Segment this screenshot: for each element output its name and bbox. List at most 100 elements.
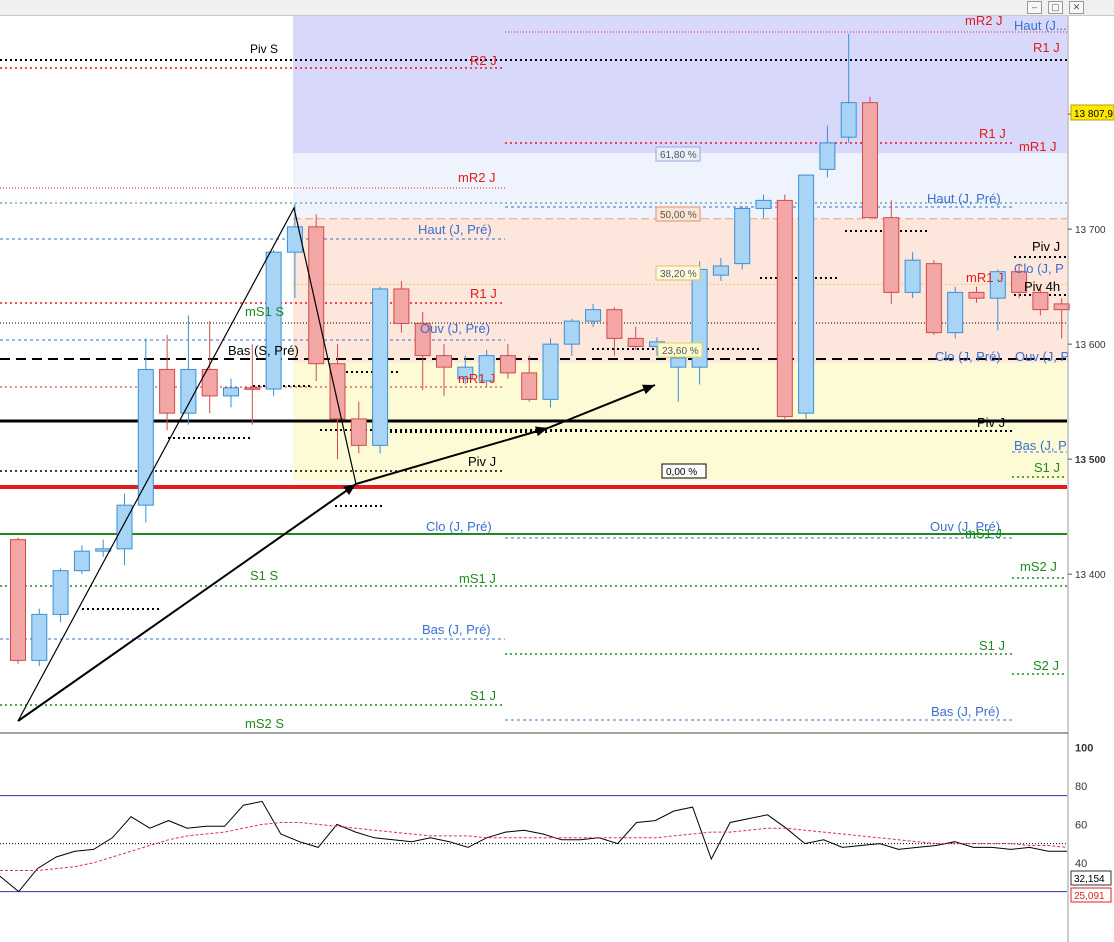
candle-up: [31, 613, 48, 661]
candle-down: [329, 363, 346, 420]
minimize-button[interactable]: –: [1027, 1, 1042, 14]
candle-up: [52, 570, 69, 615]
oscillator-value-box: [1070, 870, 1112, 886]
candle-up: [180, 368, 197, 414]
window-controls: – ▢ ✕: [1027, 0, 1084, 15]
candle-up: [712, 265, 729, 276]
fib-label-box: [655, 146, 701, 162]
pivot-label-right: Haut (J, Pré): [927, 191, 1001, 206]
candle-up: [904, 259, 921, 293]
pivot-label-right: mS2 J: [1020, 559, 1057, 574]
candle-down: [350, 418, 367, 446]
oscillator-tick-label: 40: [1075, 858, 1087, 870]
candle-up: [755, 199, 772, 209]
candle-down: [499, 355, 516, 374]
window-titlebar: – ▢ ✕: [0, 0, 1114, 16]
pivot-label-left: S1 S: [250, 568, 279, 583]
candle-up: [947, 291, 964, 334]
pivot-label-right: mR1 J: [1019, 139, 1057, 154]
candle-down: [1032, 291, 1049, 311]
fib-label-box: [657, 342, 703, 358]
pivot-label-right: mR1 J: [966, 270, 1004, 285]
pivot-label-left: Bas (S, Pré): [228, 343, 299, 358]
candle-up: [137, 368, 154, 506]
pivot-label-right: Piv J: [1032, 239, 1060, 254]
price-tick-label: 13 700: [1075, 225, 1106, 236]
pivot-label-right: Ouv (J, P: [1015, 349, 1069, 364]
pivot-label-right: Clo (J, Pré): [935, 349, 1001, 364]
candle-down: [244, 387, 261, 390]
pivot-label-right: Bas (J, P: [1014, 438, 1067, 453]
candle-up: [73, 550, 90, 572]
pivot-label-right: Piv J: [977, 415, 1005, 430]
candle-up: [95, 548, 112, 552]
candle-up: [223, 387, 239, 397]
candle-down: [201, 368, 218, 397]
candle-up: [670, 357, 687, 368]
fib-label: 38,20 %: [660, 269, 697, 280]
pivot-label-right: Ouv (J, Pré): [930, 519, 1000, 534]
pivot-label-left: Piv S: [250, 42, 278, 56]
oscillator-main-line: [0, 800, 1067, 893]
candle-up: [798, 174, 815, 414]
trend-arrow-2: [355, 427, 549, 485]
trend-arrow-3: [547, 384, 656, 429]
pivot-label-right: mR2 J: [965, 13, 1003, 28]
pivot-label-left: mS1 J: [459, 571, 496, 586]
pivot-label-right: R1 J: [1033, 40, 1060, 55]
oscillator-signal-label: 25,091: [1074, 891, 1105, 902]
oscillator-panel: 100 80 60 40 32,154 25,091: [0, 732, 1112, 903]
pivot-label-right: mS1 J: [965, 526, 1002, 541]
candle-down: [1011, 271, 1028, 293]
maximize-button[interactable]: ▢: [1048, 1, 1063, 14]
candle-up: [734, 207, 751, 265]
candle-down: [521, 372, 538, 400]
oscillator-tick-label: 60: [1075, 819, 1087, 831]
close-button[interactable]: ✕: [1069, 1, 1084, 14]
pivot-label-left: Ouv (J, Pré): [420, 321, 490, 336]
candle-down: [883, 217, 900, 293]
pivot-label-left: Clo (J, Pré): [426, 519, 492, 534]
candle-down: [1053, 303, 1070, 311]
pivot-label-left: Bas (J, Pré): [422, 622, 491, 637]
fib-label: 61,80 %: [660, 150, 697, 161]
arrow-head: [343, 484, 356, 495]
last-price-label: 13 807,9: [1074, 109, 1113, 120]
oscillator-value-label: 32,154: [1074, 874, 1105, 885]
candle-up: [840, 102, 857, 138]
pivot-label-left: Haut (J, Pré): [418, 222, 492, 237]
candle-down: [627, 337, 644, 347]
pivot-label-right: S1 J: [979, 638, 1005, 653]
candle-down: [925, 263, 942, 334]
pivot-label-left: S1 J: [470, 688, 496, 703]
candle-up: [585, 309, 602, 322]
oscillator-signal-line: [0, 822, 1068, 871]
oscillator-signal-box: [1070, 887, 1112, 903]
fib-label-box: [661, 463, 707, 479]
candle-up: [372, 288, 389, 446]
candle-up: [116, 504, 133, 550]
pivot-label-left: mR2 J: [458, 170, 496, 185]
fib-label: 50,00 %: [660, 210, 697, 221]
fib-zones: [293, 16, 1067, 481]
candle-up: [989, 271, 1006, 299]
pivot-label-left: R2 J: [470, 53, 497, 68]
candles[interactable]: [10, 33, 1070, 667]
pivot-label-right: Bas (J, Pré): [931, 704, 1000, 719]
candle-down: [606, 309, 623, 339]
pivot-label-right: S2 J: [1033, 658, 1059, 673]
oscillator-tick-label: 80: [1075, 781, 1087, 793]
candle-down: [968, 291, 985, 299]
pivot-label-left: mS2 S: [245, 716, 284, 731]
candle-down: [436, 355, 452, 368]
fib-label-box: [655, 265, 701, 281]
oscillator-tick-label: 100: [1075, 743, 1093, 755]
fib-label: 23,60 %: [662, 346, 699, 357]
pivot-label-left: R1 J: [470, 286, 497, 301]
candle-up: [478, 355, 495, 382]
candle-down: [862, 102, 878, 219]
pivot-label-right: S1 J: [1034, 460, 1060, 475]
fib-label: 0,00 %: [666, 467, 697, 478]
